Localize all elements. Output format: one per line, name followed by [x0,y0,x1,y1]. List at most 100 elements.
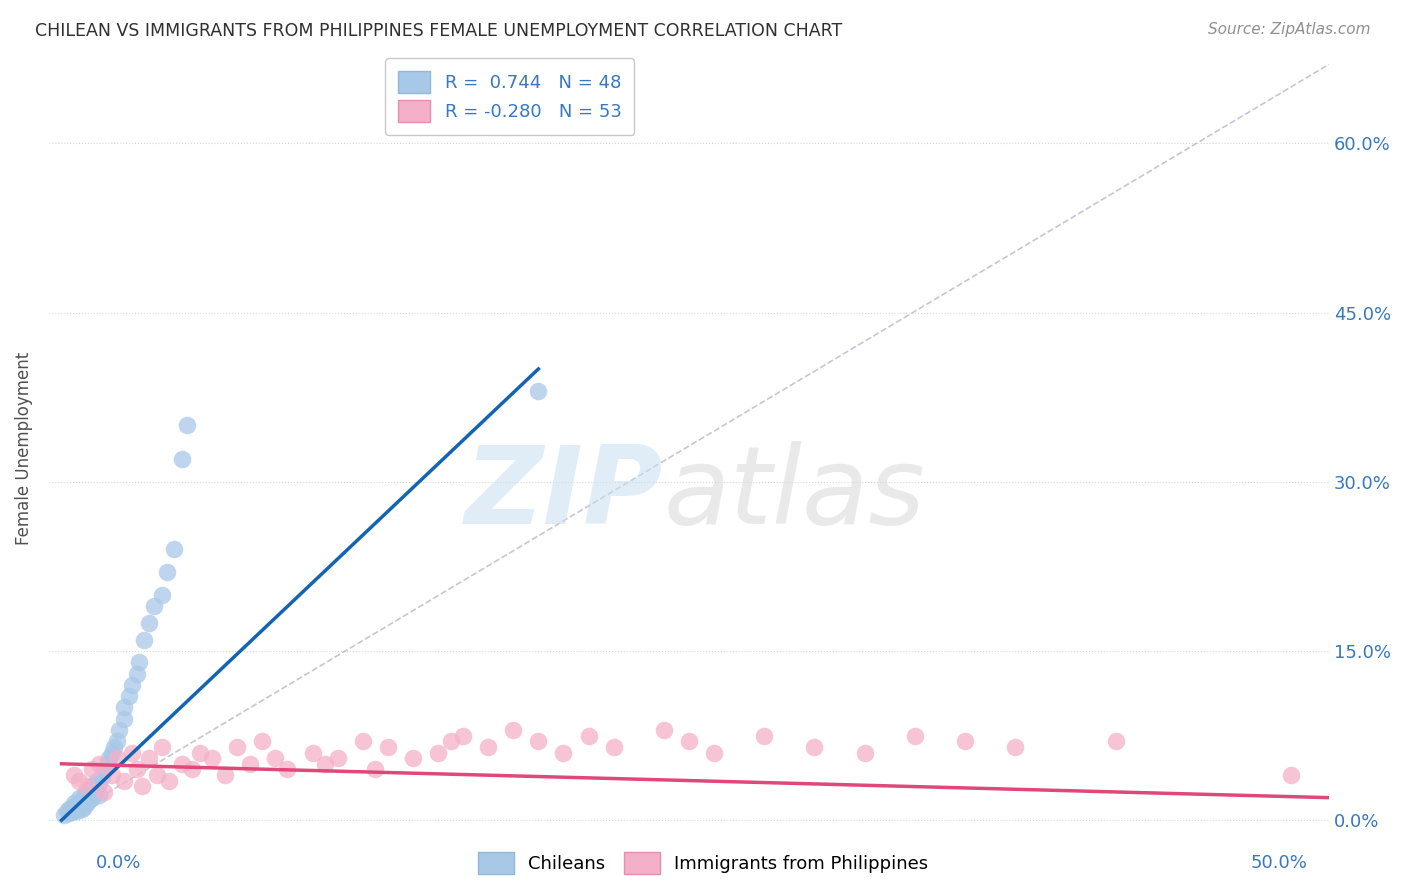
Point [527,384,550,399]
Point [314,756,336,771]
Point [128,655,150,669]
Point [90,770,112,784]
Point [803,739,825,754]
Point [93,785,115,799]
Point [70,802,93,816]
Point [76,785,98,799]
Point [301,746,323,760]
Point [131,780,153,794]
Point [1004,739,1026,754]
Point [138,615,160,630]
Point [451,729,474,743]
Point [121,746,143,760]
Point [112,700,135,714]
Point [105,734,128,748]
Point [214,768,236,782]
Point [55,804,77,818]
Point [63,802,86,816]
Point [239,756,262,771]
Point [226,739,249,754]
Point [89,777,111,791]
Point [678,734,700,748]
Point [754,729,776,743]
Point [112,773,135,788]
Point [70,793,93,807]
Point [263,751,285,765]
Point [76,797,98,811]
Point [703,746,725,760]
Point [953,734,976,748]
Point [364,763,387,777]
Text: Source: ZipAtlas.com: Source: ZipAtlas.com [1208,22,1371,37]
Text: atlas: atlas [664,442,925,547]
Point [853,746,876,760]
Point [112,712,135,726]
Point [188,746,211,760]
Point [150,588,173,602]
Point [103,739,125,754]
Point [80,780,103,794]
Point [93,763,115,777]
Point [80,790,103,805]
Point [170,756,193,771]
Point [427,746,450,760]
Point [143,599,166,613]
Point [1279,768,1302,782]
Text: 50.0%: 50.0% [1251,855,1308,872]
Legend: Chileans, Immigrants from Philippines: Chileans, Immigrants from Philippines [468,843,938,883]
Point [402,751,425,765]
Point [89,756,111,771]
Point [53,807,76,822]
Point [602,739,624,754]
Legend: R =  0.744   N = 48, R = -0.280   N = 53: R = 0.744 N = 48, R = -0.280 N = 53 [385,58,634,135]
Point [60,799,83,814]
Point [377,739,399,754]
Point [73,799,96,814]
Point [63,768,86,782]
Point [150,739,173,754]
Point [163,542,186,557]
Point [170,452,193,467]
Point [105,751,128,765]
Y-axis label: Female Unemployment: Female Unemployment [15,351,32,544]
Point [67,797,90,811]
Point [553,746,575,760]
Text: 0.0%: 0.0% [96,855,141,872]
Point [527,734,550,748]
Point [904,729,927,743]
Point [352,734,374,748]
Point [578,729,600,743]
Point [134,632,156,647]
Point [502,723,524,737]
Point [60,805,83,820]
Point [100,768,122,782]
Point [65,799,87,814]
Point [67,773,90,788]
Point [77,793,100,807]
Point [76,780,98,794]
Point [65,804,87,818]
Text: CHILEAN VS IMMIGRANTS FROM PHILIPPINES FEMALE UNEMPLOYMENT CORRELATION CHART: CHILEAN VS IMMIGRANTS FROM PHILIPPINES F… [35,22,842,40]
Point [201,751,224,765]
Point [96,756,118,771]
Point [77,781,100,796]
Point [252,734,274,748]
Point [80,763,103,777]
Point [156,565,179,579]
Point [108,723,131,737]
Point [477,739,499,754]
Point [63,797,86,811]
Point [83,785,105,799]
Point [1105,734,1128,748]
Point [146,768,169,782]
Point [73,789,96,803]
Point [176,418,198,433]
Point [58,802,80,816]
Point [67,790,90,805]
Point [439,734,461,748]
Point [100,746,122,760]
Point [159,773,181,788]
Point [326,751,349,765]
Point [58,806,80,821]
Point [121,678,143,692]
